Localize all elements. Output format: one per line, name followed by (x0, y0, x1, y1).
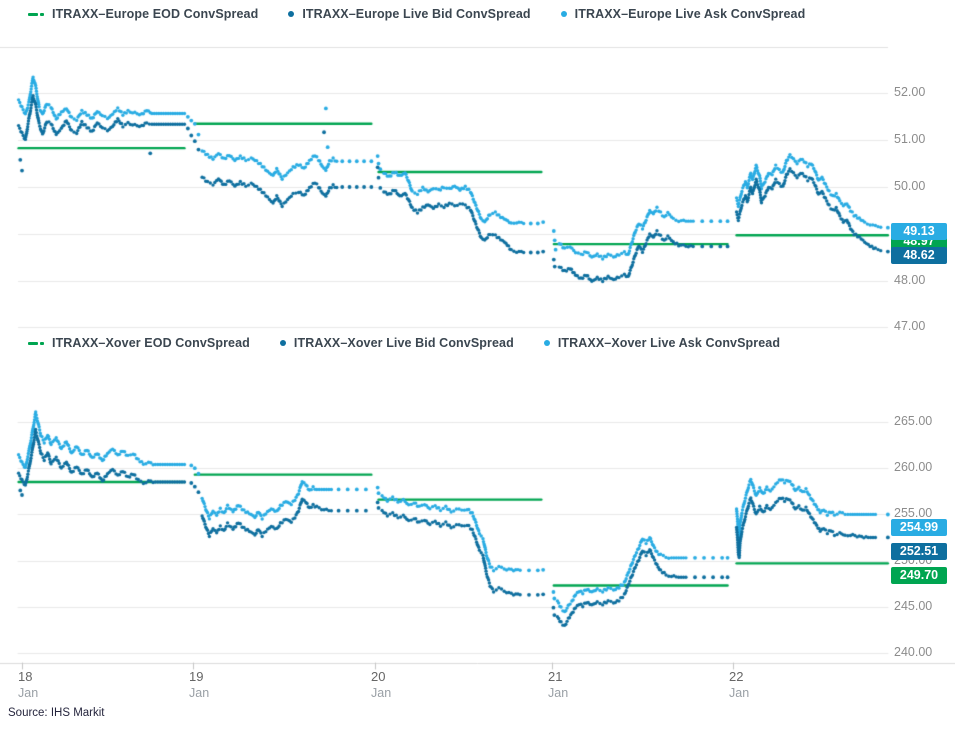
x-axis-day: 20 (371, 669, 386, 684)
x-axis-month: Jan (371, 686, 392, 700)
legend-item-europe-eod[interactable]: ITRAXX–Europe EOD ConvSpread (28, 7, 258, 21)
legend-item-xover-eod[interactable]: ITRAXX–Xover EOD ConvSpread (28, 336, 250, 350)
x-axis-month: Jan (18, 686, 39, 700)
y-axis-tick-label: 50.00 (894, 179, 926, 193)
last-ask-badge: 49.13 (891, 223, 947, 241)
x-axis-month: Jan (548, 686, 569, 700)
y-axis-tick-label: 51.00 (894, 132, 926, 147)
x-axis-month: Jan (189, 686, 210, 700)
last-ask-badge: 254.99 (891, 518, 947, 536)
legend-label: ITRAXX–Xover Live Ask ConvSpread (557, 336, 781, 350)
x-axis-label: 20 Jan (371, 669, 441, 700)
legend-label: ITRAXX–Europe Live Bid ConvSpread (302, 7, 531, 21)
legend-label: ITRAXX–Europe EOD ConvSpread (52, 7, 259, 21)
y-axis-tick-label: 255.00 (894, 506, 933, 521)
x-axis-month: Jan (729, 686, 750, 700)
legend-item-xover-bid[interactable]: ITRAXX–Xover Live Bid ConvSpread (279, 336, 514, 350)
last-bid-badge: 252.51 (891, 542, 947, 560)
xover-plot-area[interactable] (18, 398, 888, 660)
eod-badge: 249.70 (891, 566, 947, 584)
eod-dash-icon (28, 12, 44, 16)
bid-dot-icon (279, 340, 286, 346)
x-axis-label: 19 Jan (189, 669, 259, 700)
y-axis-tick-label: 260.00 (894, 460, 933, 475)
y-axis-tick-label: 48.00 (894, 272, 926, 287)
last-bid-badge: 48.62 (891, 247, 947, 265)
legend-item-xover-ask[interactable]: ITRAXX–Xover Live Ask ConvSpread (543, 336, 781, 350)
x-axis-label: 22 Jan (729, 669, 799, 700)
source-attribution: Source: IHS Markit (8, 707, 105, 719)
bid-dot-icon (288, 11, 295, 17)
x-axis-day: 18 (18, 669, 33, 684)
legend-label: ITRAXX–Xover EOD ConvSpread (52, 336, 250, 350)
x-axis-day: 22 (729, 669, 744, 684)
x-axis-day: 21 (548, 669, 563, 684)
ask-dot-icon (543, 340, 550, 346)
legend-item-europe-ask[interactable]: ITRAXX–Europe Live Ask ConvSpread (560, 7, 806, 21)
legend-item-europe-bid[interactable]: ITRAXX–Europe Live Bid ConvSpread (288, 7, 531, 21)
x-axis-label: 21 Jan (548, 669, 618, 700)
y-axis-tick-label: 52.00 (894, 85, 926, 100)
ask-dot-icon (560, 11, 567, 17)
x-axis-label: 18 Jan (18, 669, 88, 700)
europe-plot-area[interactable] (18, 60, 888, 328)
eod-dash-icon (28, 341, 44, 345)
legend-label: ITRAXX–Europe Live Ask ConvSpread (574, 7, 806, 21)
y-axis-tick-label: 265.00 (894, 414, 933, 428)
y-axis-tick-label: 240.00 (894, 645, 933, 659)
legend-label: ITRAXX–Xover Live Bid ConvSpread (293, 336, 514, 350)
europe-legend: ITRAXX–Europe EOD ConvSpread ITRAXX–Euro… (28, 7, 805, 21)
xover-legend: ITRAXX–Xover EOD ConvSpread ITRAXX–Xover… (28, 336, 780, 350)
y-axis-tick-label: 47.00 (894, 319, 926, 334)
y-axis-tick-label: 245.00 (894, 598, 933, 613)
x-axis-day: 19 (189, 669, 204, 684)
